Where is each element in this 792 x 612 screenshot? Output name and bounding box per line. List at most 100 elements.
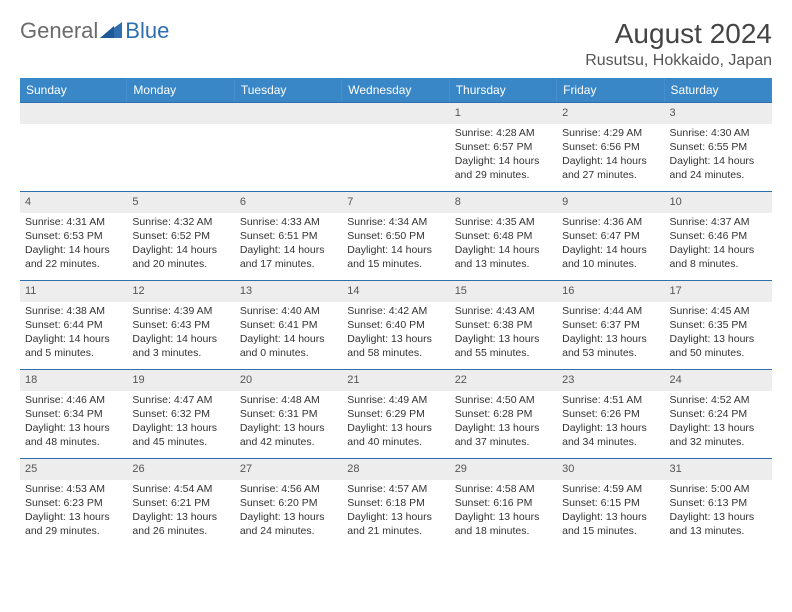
sunset-text: Sunset: 6:16 PM [455, 496, 552, 510]
day-cell [127, 103, 234, 191]
logo-triangle-icon [100, 20, 122, 43]
daylight-text: Daylight: 13 hours and 40 minutes. [347, 421, 444, 449]
sunset-text: Sunset: 6:32 PM [132, 407, 229, 421]
weekday-header: Saturday [665, 78, 772, 102]
sunrise-text: Sunrise: 4:39 AM [132, 304, 229, 318]
day-details: Sunrise: 4:38 AMSunset: 6:44 PMDaylight:… [20, 304, 127, 365]
sunset-text: Sunset: 6:40 PM [347, 318, 444, 332]
day-details: Sunrise: 4:35 AMSunset: 6:48 PMDaylight:… [450, 215, 557, 276]
weekday-header: Friday [557, 78, 664, 102]
day-details: Sunrise: 4:42 AMSunset: 6:40 PMDaylight:… [342, 304, 449, 365]
day-number: 20 [235, 370, 342, 391]
sunrise-text: Sunrise: 5:00 AM [670, 482, 767, 496]
sunrise-text: Sunrise: 4:28 AM [455, 126, 552, 140]
daylight-text: Daylight: 14 hours and 15 minutes. [347, 243, 444, 271]
day-details: Sunrise: 4:28 AMSunset: 6:57 PMDaylight:… [450, 126, 557, 187]
sunrise-text: Sunrise: 4:40 AM [240, 304, 337, 318]
sunset-text: Sunset: 6:29 PM [347, 407, 444, 421]
daylight-text: Daylight: 13 hours and 42 minutes. [240, 421, 337, 449]
sunset-text: Sunset: 6:18 PM [347, 496, 444, 510]
day-details: Sunrise: 4:46 AMSunset: 6:34 PMDaylight:… [20, 393, 127, 454]
day-number: 31 [665, 459, 772, 480]
day-details: Sunrise: 4:56 AMSunset: 6:20 PMDaylight:… [235, 482, 342, 543]
day-number: 12 [127, 281, 234, 302]
sunset-text: Sunset: 6:47 PM [562, 229, 659, 243]
day-cell: 9Sunrise: 4:36 AMSunset: 6:47 PMDaylight… [557, 192, 664, 280]
week-row: 1Sunrise: 4:28 AMSunset: 6:57 PMDaylight… [20, 102, 772, 191]
sunrise-text: Sunrise: 4:45 AM [670, 304, 767, 318]
sunset-text: Sunset: 6:15 PM [562, 496, 659, 510]
day-cell: 30Sunrise: 4:59 AMSunset: 6:15 PMDayligh… [557, 459, 664, 547]
sunrise-text: Sunrise: 4:36 AM [562, 215, 659, 229]
weekday-header-row: SundayMondayTuesdayWednesdayThursdayFrid… [20, 78, 772, 102]
day-number [20, 103, 127, 124]
day-cell: 31Sunrise: 5:00 AMSunset: 6:13 PMDayligh… [665, 459, 772, 547]
day-number: 10 [665, 192, 772, 213]
sunrise-text: Sunrise: 4:46 AM [25, 393, 122, 407]
day-number: 16 [557, 281, 664, 302]
day-number: 29 [450, 459, 557, 480]
day-details: Sunrise: 4:44 AMSunset: 6:37 PMDaylight:… [557, 304, 664, 365]
sunrise-text: Sunrise: 4:38 AM [25, 304, 122, 318]
sunset-text: Sunset: 6:51 PM [240, 229, 337, 243]
day-number: 6 [235, 192, 342, 213]
sunset-text: Sunset: 6:31 PM [240, 407, 337, 421]
sunset-text: Sunset: 6:41 PM [240, 318, 337, 332]
sunset-text: Sunset: 6:52 PM [132, 229, 229, 243]
sunrise-text: Sunrise: 4:42 AM [347, 304, 444, 318]
day-number: 3 [665, 103, 772, 124]
day-details: Sunrise: 4:51 AMSunset: 6:26 PMDaylight:… [557, 393, 664, 454]
sunrise-text: Sunrise: 4:35 AM [455, 215, 552, 229]
daylight-text: Daylight: 14 hours and 8 minutes. [670, 243, 767, 271]
day-details: Sunrise: 4:36 AMSunset: 6:47 PMDaylight:… [557, 215, 664, 276]
day-cell [342, 103, 449, 191]
day-number: 27 [235, 459, 342, 480]
day-cell: 4Sunrise: 4:31 AMSunset: 6:53 PMDaylight… [20, 192, 127, 280]
day-details: Sunrise: 4:40 AMSunset: 6:41 PMDaylight:… [235, 304, 342, 365]
daylight-text: Daylight: 13 hours and 26 minutes. [132, 510, 229, 538]
sunrise-text: Sunrise: 4:53 AM [25, 482, 122, 496]
daylight-text: Daylight: 13 hours and 53 minutes. [562, 332, 659, 360]
day-number: 26 [127, 459, 234, 480]
sunrise-text: Sunrise: 4:50 AM [455, 393, 552, 407]
day-number: 9 [557, 192, 664, 213]
sunset-text: Sunset: 6:20 PM [240, 496, 337, 510]
day-number: 24 [665, 370, 772, 391]
day-details: Sunrise: 4:59 AMSunset: 6:15 PMDaylight:… [557, 482, 664, 543]
day-cell: 25Sunrise: 4:53 AMSunset: 6:23 PMDayligh… [20, 459, 127, 547]
day-cell: 13Sunrise: 4:40 AMSunset: 6:41 PMDayligh… [235, 281, 342, 369]
sunrise-text: Sunrise: 4:54 AM [132, 482, 229, 496]
weekday-header: Monday [127, 78, 234, 102]
day-number: 22 [450, 370, 557, 391]
daylight-text: Daylight: 13 hours and 37 minutes. [455, 421, 552, 449]
day-number: 21 [342, 370, 449, 391]
day-cell: 19Sunrise: 4:47 AMSunset: 6:32 PMDayligh… [127, 370, 234, 458]
day-details: Sunrise: 4:54 AMSunset: 6:21 PMDaylight:… [127, 482, 234, 543]
day-number: 19 [127, 370, 234, 391]
sunset-text: Sunset: 6:26 PM [562, 407, 659, 421]
sunrise-text: Sunrise: 4:44 AM [562, 304, 659, 318]
day-cell: 24Sunrise: 4:52 AMSunset: 6:24 PMDayligh… [665, 370, 772, 458]
day-number: 8 [450, 192, 557, 213]
day-number [127, 103, 234, 124]
sunrise-text: Sunrise: 4:51 AM [562, 393, 659, 407]
daylight-text: Daylight: 14 hours and 13 minutes. [455, 243, 552, 271]
day-cell: 28Sunrise: 4:57 AMSunset: 6:18 PMDayligh… [342, 459, 449, 547]
day-number: 28 [342, 459, 449, 480]
sunrise-text: Sunrise: 4:58 AM [455, 482, 552, 496]
day-details: Sunrise: 4:47 AMSunset: 6:32 PMDaylight:… [127, 393, 234, 454]
day-details: Sunrise: 4:53 AMSunset: 6:23 PMDaylight:… [20, 482, 127, 543]
calendar: SundayMondayTuesdayWednesdayThursdayFrid… [20, 78, 772, 547]
month-title: August 2024 [585, 18, 772, 50]
week-row: 11Sunrise: 4:38 AMSunset: 6:44 PMDayligh… [20, 280, 772, 369]
day-cell: 12Sunrise: 4:39 AMSunset: 6:43 PMDayligh… [127, 281, 234, 369]
day-number: 18 [20, 370, 127, 391]
day-number: 11 [20, 281, 127, 302]
day-details: Sunrise: 4:29 AMSunset: 6:56 PMDaylight:… [557, 126, 664, 187]
sunset-text: Sunset: 6:37 PM [562, 318, 659, 332]
daylight-text: Daylight: 13 hours and 45 minutes. [132, 421, 229, 449]
daylight-text: Daylight: 13 hours and 13 minutes. [670, 510, 767, 538]
day-cell: 1Sunrise: 4:28 AMSunset: 6:57 PMDaylight… [450, 103, 557, 191]
day-number: 23 [557, 370, 664, 391]
week-row: 4Sunrise: 4:31 AMSunset: 6:53 PMDaylight… [20, 191, 772, 280]
